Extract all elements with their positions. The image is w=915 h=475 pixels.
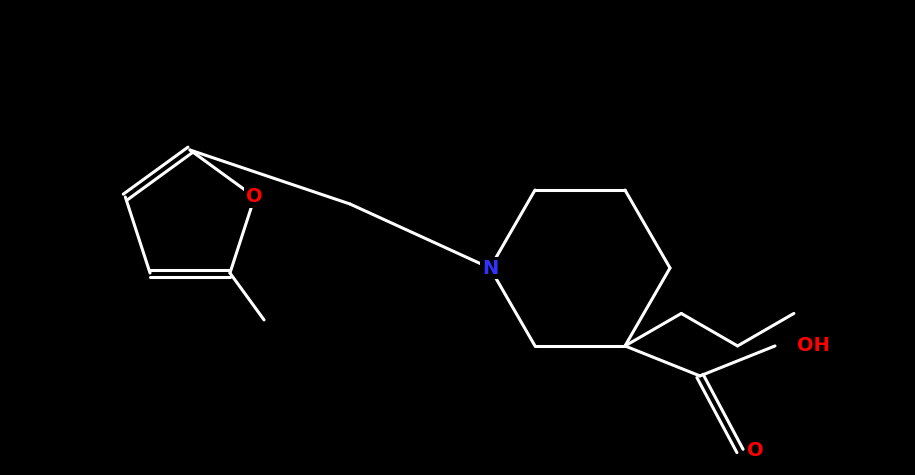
Text: O: O xyxy=(747,441,763,460)
Text: O: O xyxy=(246,188,263,207)
Text: N: N xyxy=(482,258,498,277)
Text: OH: OH xyxy=(797,336,830,355)
